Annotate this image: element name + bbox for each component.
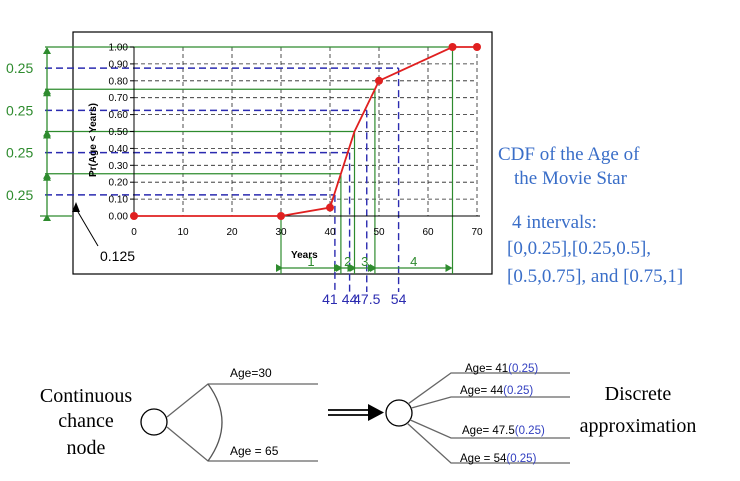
interval-guides [45,46,454,292]
discrete-label-line2: approximation [580,415,697,437]
discrete-branch-label: Age= 41(0.25) [465,363,538,375]
cdf-point [130,212,138,220]
discrete-branch [409,419,570,439]
y-tick-label: 0.50 [109,127,129,138]
half-interval-pointer [77,211,99,247]
branch-probability: (0.25) [508,363,538,375]
x-tick-label: 10 [177,227,189,238]
x-tick-label: 60 [422,227,434,238]
continuous-top-branch [166,383,318,418]
continuous-chance-node [140,408,168,436]
cdf-curve [130,43,481,220]
y-tick-labels: 0.00 0.10 0.20 0.30 0.40 0.50 0.60 0.70 0.80 0.90… [109,43,134,223]
discrete-chance-node [385,399,413,427]
cdf-point [375,76,383,85]
cdf-point [448,43,457,51]
intervals-heading: 4 intervals: [512,212,597,233]
probability-bracket-label: 0.25 [6,102,33,118]
branch-probability: (0.25) [515,425,545,437]
cdf-point [277,212,285,220]
representative-value: 44 [342,291,358,307]
caption-title-line2: the Movie Star [514,168,628,189]
transform-arrow-head [368,404,384,421]
y-tick-label: 0.40 [109,144,129,155]
continuous-label-line3: node [67,437,106,459]
y-tick-label: 0.00 [109,212,129,223]
discrete-branch [406,422,570,464]
probability-bracket-label: 0.25 [6,60,33,76]
discrete-branch-label: Age = 54(0.25) [460,453,537,465]
intervals-list-line2: [0.5,0.75], and [0.75,1] [507,266,683,287]
cdf-point [473,43,481,51]
discrete-label-line1: Discrete [605,383,672,405]
probability-brackets: 0.25 0.25 0.25 0.25 [6,47,72,221]
caption-title-line1: CDF of the Age of [498,144,640,165]
x-axis-label: Years [291,250,318,261]
discrete-branch-label: Age= 44(0.25) [460,385,533,397]
representative-value: 47.5 [353,291,380,307]
continuous-label-line2: chance [58,410,114,432]
x-tick-label: 30 [275,227,287,238]
y-tick-label: 0.60 [109,110,129,121]
intervals-list-line1: [0,0.25],[0.25,0.5], [507,238,651,259]
x-tick-label: 20 [226,227,238,238]
discrete-branch-label: Age= 47.5(0.25) [462,425,545,437]
representative-value: 54 [391,291,407,307]
x-tick-label: 40 [324,227,336,238]
y-tick-label: 0.80 [109,76,129,87]
probability-bracket-label: 0.25 [6,145,33,161]
half-interval-arrowhead [72,202,80,212]
branch-age: Age= 44 [460,385,504,397]
half-interval-label: 0.125 [100,248,135,264]
y-tick-label: 0.20 [109,178,129,189]
discrete-branch [407,372,570,405]
y-tick-label: 0.30 [109,161,129,172]
branch-age: Age= 47.5 [462,425,515,437]
x-tick-label: 50 [373,227,385,238]
x-tick-label: 0 [131,227,137,238]
y-tick-label: 0.10 [109,195,129,206]
interval-number: 3 [361,254,368,269]
probability-bracket-label: 0.25 [6,187,33,203]
continuous-bottom-label: Age = 65 [230,444,279,458]
y-tick-label: 1.00 [109,43,129,54]
branch-age: Age = 54 [460,453,507,465]
interval-number: 4 [410,254,417,269]
continuous-top-label: Age=30 [230,366,272,380]
cdf-point [326,203,334,212]
interval-number: 1 [307,254,314,269]
x-tick-label: 70 [471,227,483,238]
representative-value: 41 [322,291,338,307]
discrete-branches: Age= 41(0.25)Age= 44(0.25)Age= 47.5(0.25… [406,363,570,465]
interval-number: 2 [344,254,351,269]
branch-probability: (0.25) [506,453,536,465]
x-tick-labels: 0 10 20 30 40 50 60 70 [131,227,483,238]
branch-probability: (0.25) [503,385,533,397]
y-tick-label: 0.90 [109,59,129,70]
continuous-fan-arc [207,383,223,462]
continuous-label-line1: Continuous [40,385,132,407]
y-tick-label: 0.70 [109,93,129,104]
branch-age: Age= 41 [465,363,508,375]
y-axis-label: Pr(Age < Years) [88,103,99,177]
discrete-branch [410,396,570,409]
